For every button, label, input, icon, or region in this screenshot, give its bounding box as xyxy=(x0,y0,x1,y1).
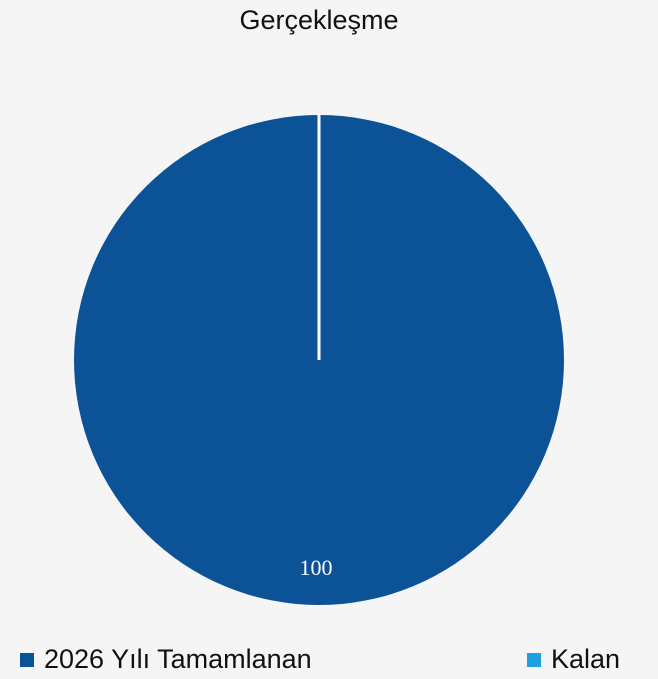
legend-label: 2026 Yılı Tamamlanan xyxy=(44,644,312,674)
legend-swatch xyxy=(527,653,541,667)
chart-title: Gerçekleşme xyxy=(239,5,398,35)
data-label: 100 xyxy=(300,555,333,580)
legend-swatch xyxy=(20,653,34,667)
legend-label: Kalan xyxy=(551,644,620,674)
